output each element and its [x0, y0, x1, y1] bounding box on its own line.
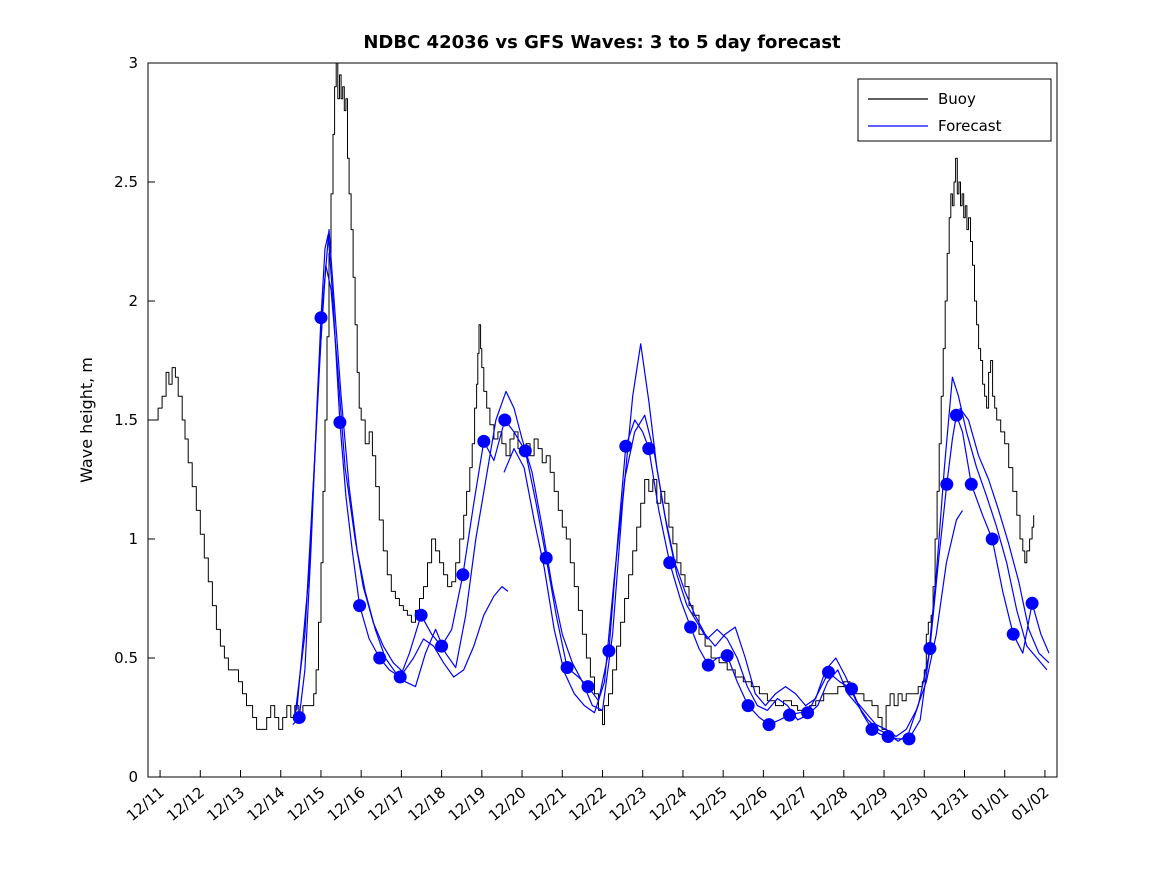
- forecast-marker: [581, 680, 595, 694]
- forecast-marker: [720, 649, 734, 663]
- forecast-marker: [602, 644, 616, 658]
- forecast-marker: [663, 556, 677, 570]
- y-axis: 0 0.5 1 1.5 2 2.5 3: [114, 54, 155, 786]
- legend-label-buoy: Buoy: [938, 90, 976, 108]
- forecast-marker: [498, 413, 512, 427]
- forecast-marker: [822, 665, 835, 679]
- y-tick-label: 3: [128, 54, 138, 72]
- forecast-marker: [393, 670, 407, 684]
- forecast-marker: [684, 620, 698, 634]
- forecast-marker: [985, 532, 999, 546]
- legend-label-forecast: Forecast: [938, 117, 1002, 135]
- forecast-marker: [539, 551, 553, 565]
- y-tick-label: 1.5: [114, 411, 138, 429]
- forecast-marker: [456, 568, 470, 582]
- forecast-marker: [845, 682, 858, 696]
- y-axis-label: Wave height, m: [77, 357, 96, 483]
- forecast-marker: [518, 444, 532, 458]
- y-tick-label: 0: [128, 768, 138, 786]
- forecast-marker: [353, 599, 367, 613]
- y-tick-label: 1: [128, 530, 138, 548]
- forecast-marker: [314, 311, 328, 325]
- y-tick-label: 2.5: [114, 173, 138, 191]
- forecast-marker: [292, 711, 306, 724]
- legend: Buoy Forecast: [857, 78, 1052, 142]
- legend-box: [857, 78, 1052, 142]
- series-forecast-markers: [292, 311, 1039, 746]
- forecast-marker: [477, 434, 491, 448]
- forecast-marker: [333, 415, 347, 429]
- forecast-marker: [741, 699, 755, 713]
- forecast-marker: [964, 477, 978, 491]
- forecast-marker: [949, 408, 963, 422]
- forecast-marker: [373, 651, 387, 665]
- forecast-marker: [801, 706, 815, 720]
- chart-title: NDBC 42036 vs GFS Waves: 3 to 5 day fore…: [363, 32, 841, 53]
- forecast-marker: [1006, 627, 1020, 641]
- forecast-marker: [619, 439, 633, 453]
- forecast-marker: [902, 732, 916, 746]
- forecast-marker: [783, 708, 796, 722]
- forecast-marker: [865, 722, 879, 736]
- forecast-marker: [414, 608, 428, 622]
- forecast-marker: [762, 718, 776, 732]
- y-tick-label: 2: [128, 292, 138, 310]
- forecast-marker: [642, 442, 656, 456]
- y-tick-label: 0.5: [114, 649, 138, 667]
- forecast-marker: [701, 658, 715, 672]
- forecast-marker: [940, 477, 954, 491]
- forecast-marker: [881, 730, 895, 743]
- series-buoy: [150, 62, 1035, 730]
- forecast-marker: [923, 642, 937, 655]
- forecast-marker: [560, 661, 574, 674]
- forecast-marker: [435, 639, 449, 653]
- forecast-marker: [1025, 596, 1039, 610]
